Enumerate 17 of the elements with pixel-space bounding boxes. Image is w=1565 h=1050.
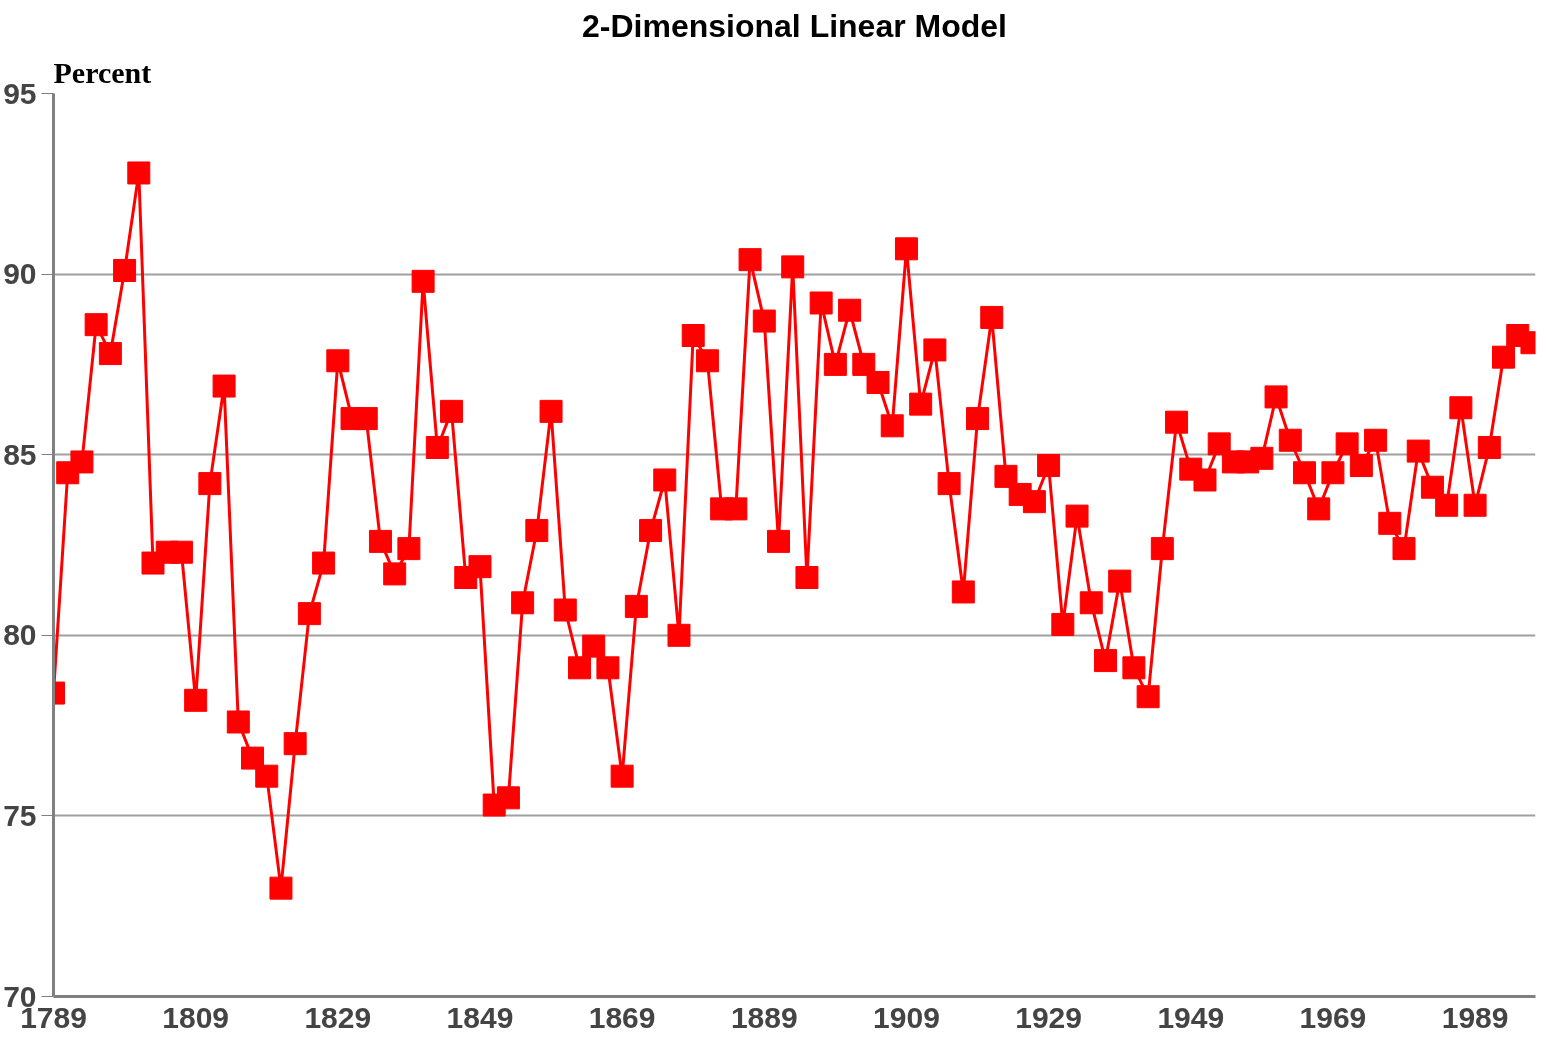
y-tick-label: 85 — [3, 437, 37, 471]
x-tick-label: 1849 — [446, 1000, 514, 1034]
x-tick-label: 1889 — [730, 1000, 798, 1034]
x-tick-label: 1929 — [1015, 1000, 1082, 1034]
y-tick-label: 75 — [3, 798, 37, 832]
x-tick-label: 1829 — [304, 1000, 372, 1034]
chart-title: 2-Dimensional Linear Model — [582, 7, 1007, 44]
y-tick-label: 95 — [3, 76, 37, 110]
x-tick-label: 1809 — [162, 1000, 230, 1034]
y-tick-label: 90 — [3, 257, 37, 291]
x-tick-label: 1869 — [588, 1000, 656, 1034]
y-tick-label: 80 — [3, 618, 37, 652]
x-tick-label: 1909 — [873, 1000, 940, 1034]
y-axis-title: Percent — [53, 55, 152, 89]
x-tick-label: 1989 — [1441, 1000, 1509, 1034]
x-tick-label: 1949 — [1157, 1000, 1225, 1034]
x-tick-label: 1969 — [1299, 1000, 1367, 1034]
